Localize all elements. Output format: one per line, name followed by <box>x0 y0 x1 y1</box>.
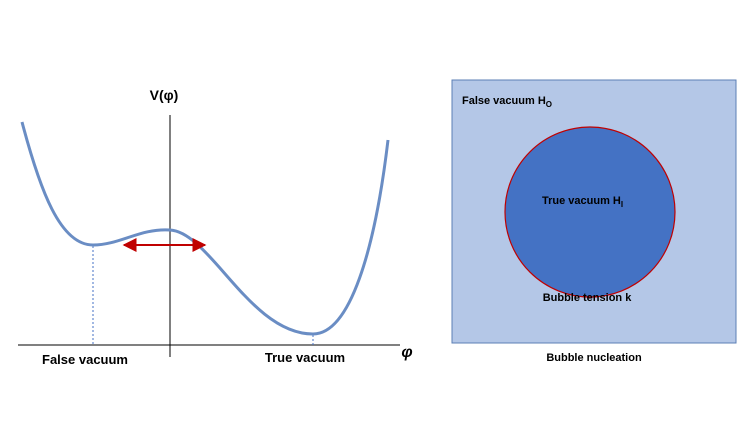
bubble <box>504 126 676 298</box>
inner-label: True vacuum HI <box>542 195 623 209</box>
true-vacuum-label: True vacuum <box>265 350 345 365</box>
inner-label-text: True vacuum H <box>542 195 621 207</box>
false-vacuum-label: False vacuum <box>42 352 128 367</box>
x-axis-label: φ <box>401 344 412 361</box>
caption: Bubble nucleation <box>546 352 642 364</box>
y-axis-label: V(φ) <box>150 87 179 103</box>
wall-label: Bubble tension k <box>543 292 633 304</box>
potential-curve <box>20 121 390 336</box>
inner-label-subscript: I <box>621 200 623 209</box>
outer-label-text: False vacuum H <box>462 95 546 107</box>
outer-label-subscript: O <box>546 100 552 109</box>
outer-label: False vacuum HO <box>462 95 552 109</box>
